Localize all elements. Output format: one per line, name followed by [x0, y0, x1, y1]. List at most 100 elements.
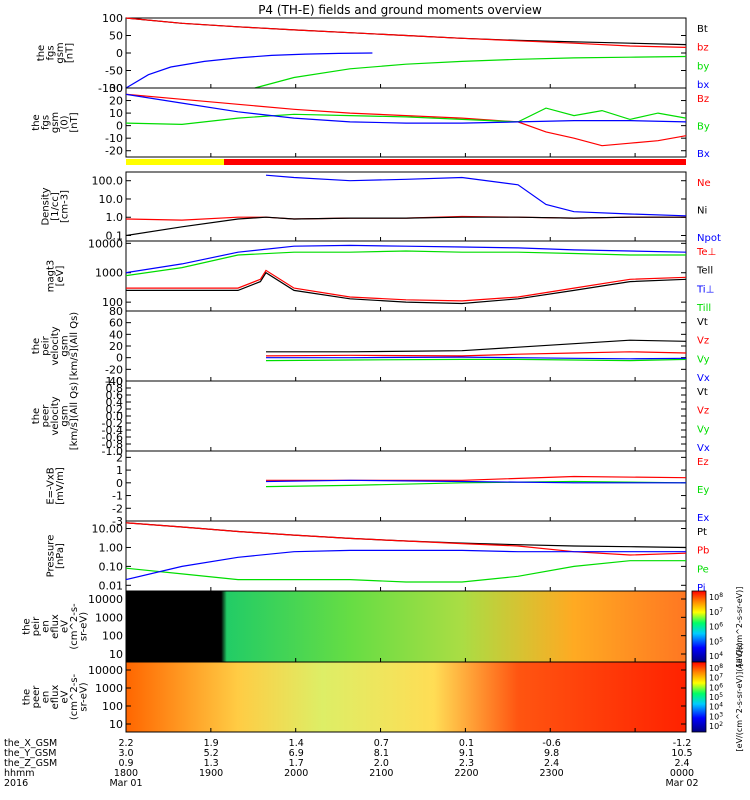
y-axis-label-line: the: [31, 408, 42, 424]
series-line-Pi: [125, 549, 686, 581]
bottom-row-label: hhmm: [4, 768, 35, 779]
y-axis-label-line: (cm^2-s-: [69, 673, 80, 720]
series-line-Vt: [266, 339, 687, 353]
y-axis-label-line: [nPa]: [55, 543, 66, 569]
y-axis-label-line: gsm: [50, 112, 61, 133]
colorbar-tick-label: 105: [709, 692, 723, 702]
legend-entry: by: [697, 61, 709, 72]
series-line-by: [254, 55, 687, 89]
bottom-row-value: 2.0: [374, 758, 389, 769]
panel-frame: [125, 520, 687, 592]
y-tick-label: 10.00: [92, 523, 124, 536]
y-axis-label-line: (0): [60, 115, 71, 129]
y-axis-label-line: gsm: [60, 405, 71, 426]
bottom-row-label: the_Z_GSM: [4, 758, 57, 769]
y-tick-label: 1000: [95, 682, 123, 695]
bottom-row-value: 2200: [454, 768, 478, 779]
y-axis-label-line: fgs: [45, 45, 56, 60]
y-tick-label: 40: [109, 328, 123, 341]
y-axis-label-line: [cm-3]: [60, 190, 71, 223]
y-tick-label: -50: [105, 65, 123, 78]
y-tick-label: 0: [116, 352, 123, 365]
legend-entry: Tell: [696, 266, 713, 277]
series-line-Te⊥: [126, 269, 687, 302]
series-line-Bt: [125, 17, 687, 46]
y-axis-label-line: gsm: [60, 335, 71, 356]
bottom-row-value: 10.5: [671, 748, 692, 759]
y-tick-label: 0.4: [106, 396, 124, 409]
y-tick-label: 0.6: [106, 389, 124, 402]
y-tick-label: 0.8: [106, 382, 124, 395]
colorbar-tick-label: 107: [709, 673, 723, 683]
colorbar-tick-label: 104: [709, 651, 723, 661]
y-axis-label-line: eflux: [50, 614, 61, 639]
status-bar-yellow: [126, 159, 224, 165]
y-tick-label: 60: [109, 317, 123, 330]
y-axis-label-line: the: [31, 114, 42, 130]
legend-entry: Vt: [697, 317, 708, 328]
colorbar-p10: [691, 661, 707, 733]
colorbar-tick-label: 103: [709, 711, 723, 721]
y-axis-label-line: the: [22, 689, 33, 705]
series-line-Pb: [125, 522, 687, 556]
bottom-row-value: 2300: [540, 768, 564, 779]
y-tick-label: 1.00: [99, 541, 124, 554]
y-tick-label: 0.1: [106, 230, 124, 243]
legend-entry: Vt: [697, 387, 708, 398]
series-line-Npot: [265, 174, 687, 217]
y-tick-label: -20: [105, 363, 123, 376]
y-axis-label-line: [1/cc]: [50, 192, 61, 221]
bottom-row-value: 6.9: [289, 748, 304, 759]
legend-entry: Vx: [697, 443, 710, 454]
y-tick-label: 80: [109, 305, 123, 318]
y-axis-label-line: peir: [41, 335, 52, 355]
series-line-Ey: [265, 480, 687, 488]
y-axis-label-line: fgs: [41, 115, 52, 130]
y-axis-label-line: eflux: [50, 685, 61, 710]
y-tick-label: 10: [109, 718, 123, 731]
colorbar-tick-label: 104: [709, 702, 723, 712]
figure-title: P4 (TH-E) fields and ground moments over…: [258, 3, 542, 17]
colorbar-tick-label: 106: [709, 622, 723, 632]
y-tick-label: 50: [109, 30, 123, 43]
y-axis-label-line: peer: [31, 685, 42, 709]
y-tick-label: 0.01: [99, 579, 124, 592]
panel-frame: [125, 17, 687, 89]
bottom-row-value: 0.7: [374, 738, 389, 749]
series-line-Till: [125, 250, 686, 277]
colorbar-tick-label: 106: [709, 682, 723, 692]
series-line-Vy: [265, 358, 687, 362]
spectrogram-p10: [126, 662, 686, 732]
colorbar-tick-label: 102: [709, 721, 723, 731]
panels-layer: 100500-50-100thefgsgsm[nT]Btbzbybx302010…: [22, 12, 745, 751]
legend-entry: Ni: [697, 206, 707, 217]
y-tick-label: -3: [112, 515, 123, 528]
legend-entry: Vz: [697, 406, 709, 417]
y-axis-label-line: [nT]: [64, 43, 75, 63]
legend-entry: Vz: [697, 336, 709, 347]
colorbar-p9: [691, 590, 707, 663]
panel-frame: [125, 310, 687, 382]
bottom-row-value: 0.9: [118, 758, 133, 769]
y-axis-label-line: sr-eV): [79, 612, 90, 641]
bottom-row-value: 8.1: [374, 748, 389, 759]
colorbar-tick-label: 107: [709, 607, 723, 617]
y-tick-label: 20: [109, 340, 123, 353]
legend-entry: Till: [696, 303, 711, 314]
legend-entry: Bt: [697, 24, 708, 35]
legend-entry: Ez: [697, 457, 709, 468]
y-tick-label: 0: [116, 120, 123, 133]
panel-frame: [125, 87, 687, 158]
bottom-axis-layer: the_X_GSM 2.2 1.9 1.4 0.7 0.1 -0.6 -1.2 the_Y_GS…: [4, 738, 699, 789]
y-axis-label-line: E=-VxB: [45, 467, 56, 504]
colorbar-label: [eV/(cm^2-s-sr-eV)]: [735, 587, 744, 667]
series-line-Ex: [265, 479, 686, 484]
y-tick-label: 1: [116, 464, 123, 477]
y-tick-label: -0.6: [102, 431, 123, 444]
bottom-row-value: 9.1: [459, 748, 474, 759]
y-tick-label: 100: [102, 12, 123, 25]
y-tick-label: 100: [102, 296, 123, 309]
